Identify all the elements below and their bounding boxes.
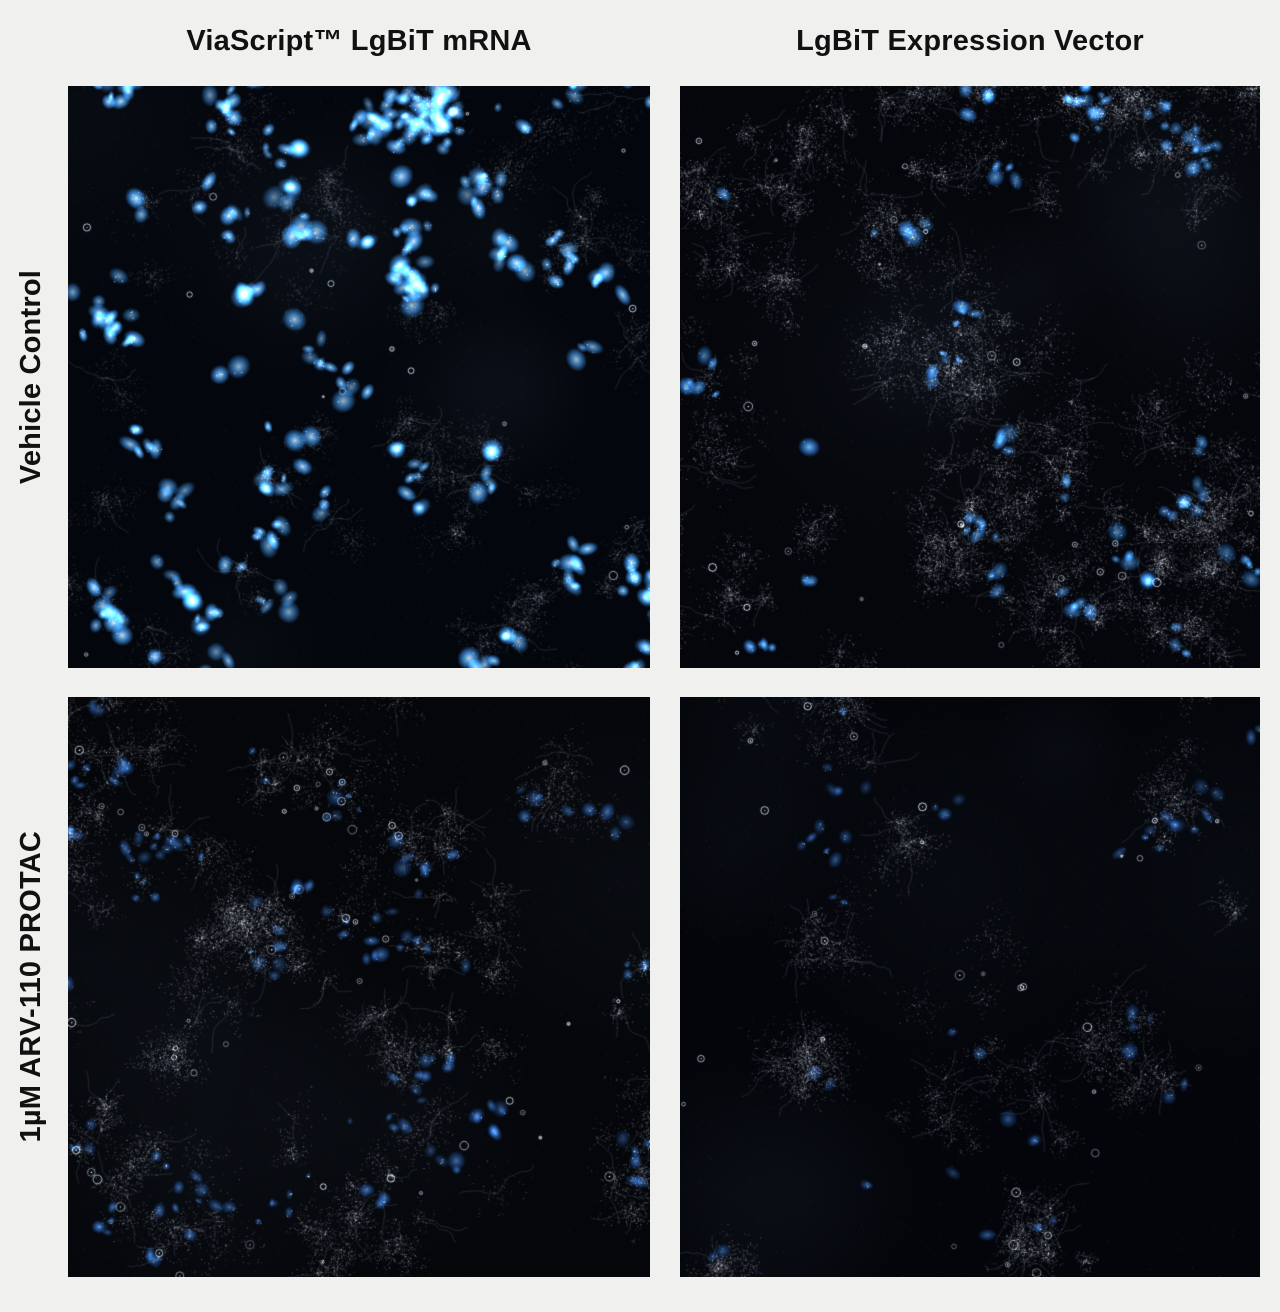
micrograph-mrna-vehicle-control xyxy=(68,86,650,668)
row-label-vehicle-control-text: Vehicle Control xyxy=(14,269,47,485)
micrograph-mrna-protac xyxy=(68,697,650,1277)
row-label-vehicle-control: Vehicle Control xyxy=(0,86,62,668)
micrograph-vector-protac xyxy=(680,697,1260,1277)
micrograph-vector-vehicle-control xyxy=(680,86,1260,668)
column-header-viascript-mrna: ViaScript™ LgBiT mRNA xyxy=(186,25,532,57)
row-label-arv110-protac: 1µM ARV-110 PROTAC xyxy=(0,697,62,1277)
column-header-expression-vector: LgBiT Expression Vector xyxy=(796,25,1144,57)
row-label-arv110-protac-text: 1µM ARV-110 PROTAC xyxy=(14,831,47,1143)
